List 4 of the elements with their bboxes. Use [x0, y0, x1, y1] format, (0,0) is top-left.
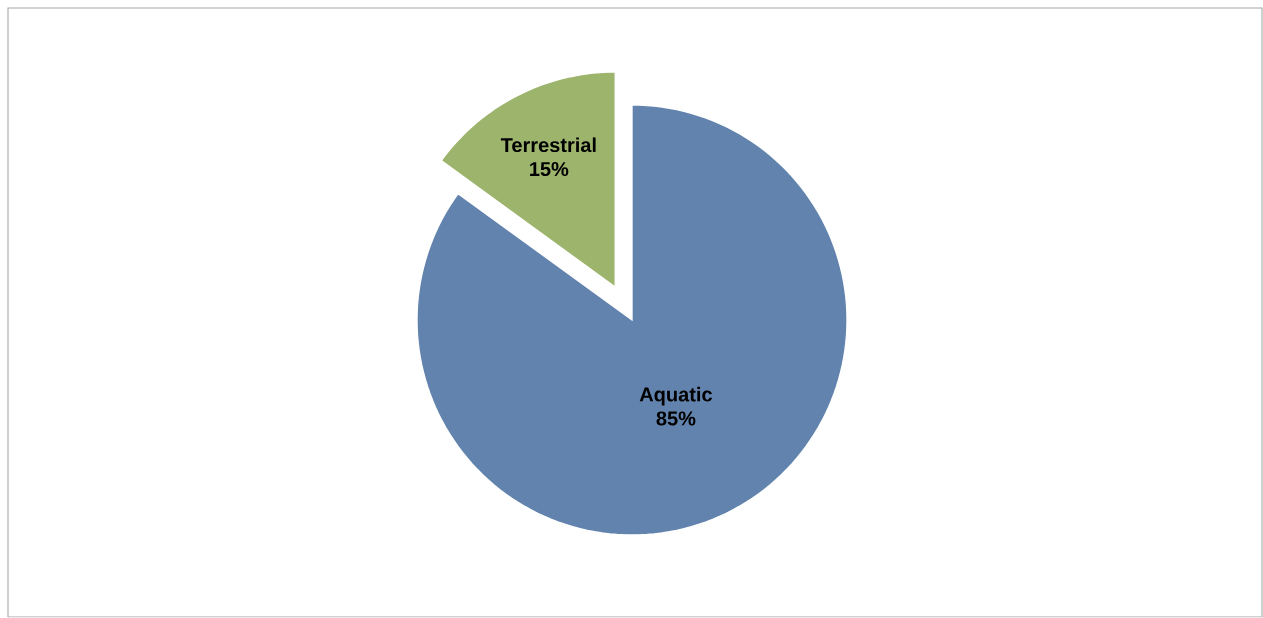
- slice-label: Aquatic: [639, 387, 713, 406]
- slice-label: Terrestrial: [500, 137, 596, 153]
- data-label: 15%: [530, 162, 569, 177]
- data-label: 85%: [656, 411, 696, 426]
